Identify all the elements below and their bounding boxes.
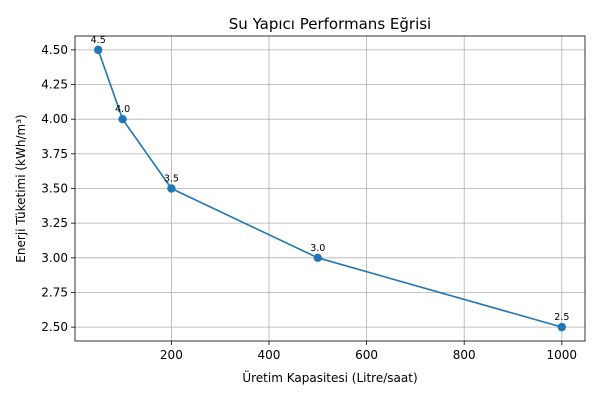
data-labels-layer: 4.5 4.0 3.5 3.0 2.5: [91, 35, 570, 323]
x-tick-label: 800: [453, 348, 476, 362]
data-label: 4.5: [91, 35, 106, 46]
y-tick-label: 4.25: [41, 78, 68, 92]
y-tick-label: 3.00: [41, 251, 68, 265]
y-tick-label: 3.50: [41, 182, 68, 196]
data-label: 3.5: [164, 174, 179, 185]
y-tick-label: 4.00: [41, 112, 68, 126]
data-point: [93, 45, 103, 55]
y-tick-label: 2.50: [41, 320, 68, 334]
data-label: 2.5: [554, 312, 569, 323]
data-point: [167, 184, 176, 193]
data-label: 4.0: [115, 104, 130, 115]
data-point: [313, 253, 322, 263]
grid-layer: [75, 36, 585, 341]
x-tick-label: 400: [258, 348, 281, 362]
x-tick-label: 1000: [547, 348, 578, 362]
y-axis-label: Enerji Tüketimi (kWh/m³): [14, 114, 28, 262]
x-tick-label: 200: [160, 348, 183, 362]
data-point: [557, 322, 567, 332]
y-tick-label: 3.75: [41, 147, 68, 161]
chart-title: Su Yapıcı Performans Eğrisi: [229, 15, 431, 33]
y-tick-label: 3.25: [41, 216, 68, 230]
y-tick-label: 2.75: [41, 285, 68, 299]
ticks-layer: 200 400 600 800 1000 2.50 2.75 3.00 3.25 3.50 3.75…: [41, 43, 577, 362]
x-tick-label: 600: [355, 348, 378, 362]
data-point: [118, 114, 127, 124]
data-label: 3.0: [310, 243, 325, 254]
y-tick-label: 4.50: [41, 43, 68, 57]
x-axis-label: Üretim Kapasitesi (Litre/saat): [242, 369, 417, 385]
series-layer: [93, 45, 567, 332]
